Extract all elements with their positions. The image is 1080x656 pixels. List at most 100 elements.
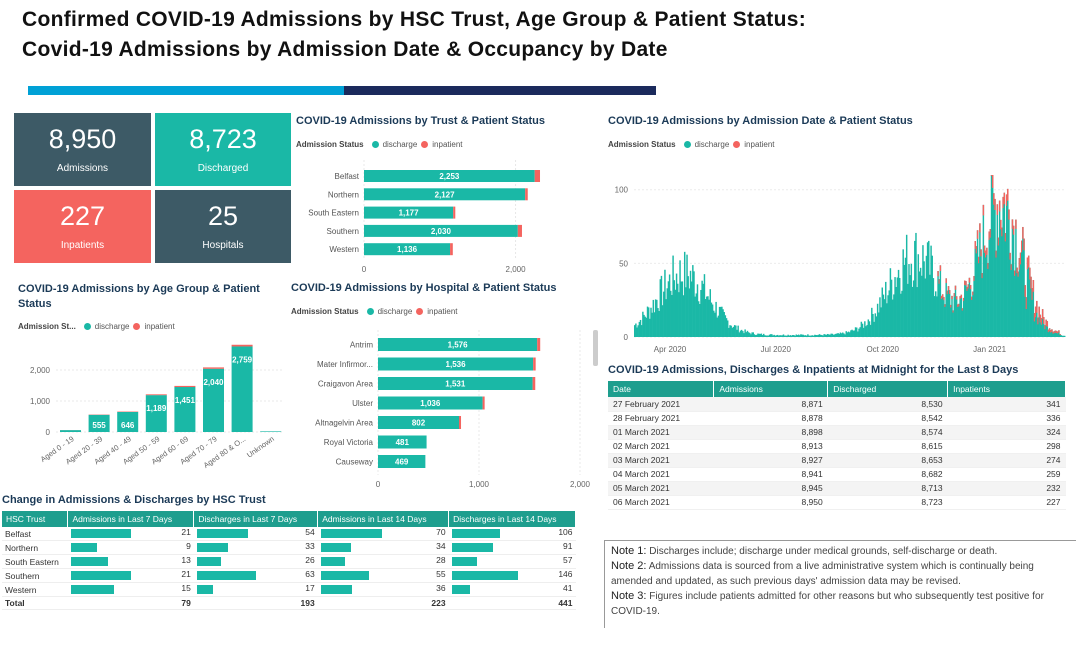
discharge-bar [174, 387, 196, 432]
discharge-bar [993, 193, 995, 337]
column-header[interactable]: Discharged [827, 381, 949, 397]
table-row: South Eastern 13 26 28 57 [2, 554, 576, 569]
discharge-bar [758, 333, 760, 337]
inpatient-bar [947, 286, 950, 291]
discharge-bar [706, 296, 708, 337]
discharge-bar [965, 281, 967, 337]
discharge-bar [739, 330, 742, 337]
discharge-bar [868, 321, 871, 337]
discharge-bar [1001, 227, 1003, 337]
column-header[interactable]: Admissions [713, 381, 829, 397]
discharge-bar [745, 332, 748, 337]
inpatient-bar [950, 304, 952, 308]
page-title: Confirmed COVID-19 Admissions by HSC Tru… [22, 8, 807, 31]
inpatient-bar [938, 279, 940, 284]
discharge-bar [692, 265, 694, 337]
table-row: 04 March 2021 8,941 8,682 259 [608, 467, 1066, 482]
inpatient-bar [1040, 318, 1043, 325]
category-label: Western [329, 245, 359, 254]
value-cell: 41 [448, 582, 576, 597]
legend-title: Admission Status [296, 140, 364, 149]
discharge-bar [847, 331, 850, 337]
legend-discharge: discharge [694, 140, 730, 149]
kpi-hospitals[interactable]: 25 Hospitals [155, 190, 291, 263]
discharge-bar [728, 327, 730, 337]
kpi-discharged[interactable]: 8,723 Discharged [155, 113, 291, 186]
kpi-admissions[interactable]: 8,950 Admissions [14, 113, 151, 186]
discharge-bar [929, 274, 931, 337]
category-label: South Eastern [308, 209, 359, 218]
discharge-bar [828, 334, 830, 337]
trust-cell: South Eastern [2, 554, 68, 569]
discharge-bar [821, 334, 823, 337]
discharge-bar [707, 296, 709, 337]
inpatient-bar [1010, 264, 1013, 271]
inpatient-bar [961, 308, 964, 311]
scrollbar[interactable] [593, 330, 598, 366]
value-cell: 8,945 [713, 481, 828, 496]
discharge-bar [835, 333, 837, 337]
value-cell: 55 [317, 568, 449, 583]
discharge-bar [880, 307, 882, 337]
inpatient-dot-icon [133, 323, 141, 330]
cell-value: 106 [558, 527, 573, 537]
table-row: 02 March 2021 8,913 8,615 298 [608, 439, 1066, 454]
data-label: 469 [395, 458, 409, 467]
value-cell: 8,950 [713, 495, 828, 510]
inpatient-bar [969, 285, 972, 290]
kpi-discharged-value: 8,723 [189, 124, 257, 155]
inpatient-bar [1057, 331, 1059, 334]
discharge-bar [664, 269, 666, 337]
hospital-bar-chart[interactable]: 0 1,000 2,000 Antrim 1,576 Mater Infirmor... 1… [290, 330, 600, 496]
inpatient-bar [996, 204, 999, 215]
data-label: 1,036 [420, 399, 441, 408]
value-cell: 36 [317, 582, 449, 597]
discharge-bar [654, 299, 657, 337]
discharge-bar [822, 335, 824, 337]
discharge-bar [917, 254, 920, 337]
column-header[interactable]: Date [608, 381, 715, 397]
column-header[interactable]: Admissions in Last 7 Days [67, 511, 195, 527]
trust-bar-chart[interactable]: 0 2,000 Belfast 2,253 Northern 2,127 South Eas… [290, 160, 590, 278]
x-tick-label: 0 [376, 480, 381, 489]
kpi-inpatients[interactable]: 227 Inpatients [14, 190, 151, 263]
discharge-bar [733, 325, 736, 337]
discharge-bar [878, 312, 880, 337]
column-header[interactable]: HSC Trust [2, 511, 69, 527]
discharge-bar [790, 335, 793, 337]
cell-bar-fill [320, 543, 351, 552]
data-label: 2,030 [431, 227, 452, 236]
discharge-bar [661, 305, 664, 337]
column-header[interactable]: Discharges in Last 14 Days [448, 511, 576, 527]
discharge-bar [971, 296, 973, 337]
discharge-bar [658, 311, 660, 337]
discharge-bar [665, 299, 667, 337]
inpatient-bar [954, 285, 957, 290]
inpatient-bar [986, 247, 988, 255]
data-label: 2,759 [232, 355, 253, 364]
date-area-chart[interactable]: 100 50 0 Apr 2020 Jul 2020 Oct 2020 Jan 2021 [600, 175, 1070, 360]
discharge-bar [778, 335, 780, 337]
discharge-bar [736, 329, 738, 337]
discharge-bar [1024, 285, 1026, 337]
value-cell: 13 [67, 554, 194, 569]
column-header[interactable]: Inpatients [947, 381, 1066, 397]
discharge-bar [794, 335, 796, 337]
discharge-bar [952, 310, 954, 337]
discharge-bar [724, 315, 727, 337]
discharge-bar [966, 286, 968, 337]
legend-title: Admission Status [291, 307, 359, 316]
value-cell: 146 [448, 568, 576, 583]
discharge-bar [997, 237, 1000, 337]
discharge-bar [886, 303, 888, 337]
discharge-bar [697, 301, 700, 337]
discharge-bar [938, 279, 940, 337]
inpatient-bar [1054, 330, 1057, 333]
cell-bar: 146 [451, 569, 573, 582]
column-header[interactable]: Discharges in Last 7 Days [193, 511, 319, 527]
discharge-bar [696, 284, 699, 337]
column-header[interactable]: Admissions in Last 14 Days [317, 511, 450, 527]
discharge-bar [892, 299, 894, 337]
discharge-bar [968, 277, 971, 337]
